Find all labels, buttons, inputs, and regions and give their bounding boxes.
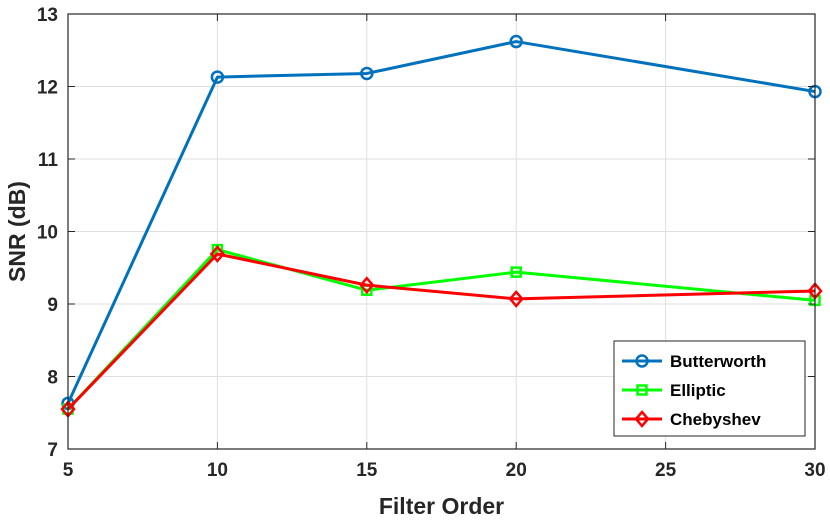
y-tick-label: 12 xyxy=(37,78,58,99)
legend-label-butterworth: Butterworth xyxy=(670,352,766,371)
x-tick-label: 30 xyxy=(804,460,825,481)
x-tick-label: 10 xyxy=(207,460,228,481)
legend: Butterworth Elliptic Chebyshev xyxy=(613,340,806,437)
data-point-elliptic xyxy=(510,266,522,278)
data-point-butterworth xyxy=(509,34,523,49)
y-tick-label: 13 xyxy=(37,5,58,26)
legend-marker-butterworth xyxy=(635,354,649,368)
grid-lines xyxy=(68,14,815,449)
data-point-chebyshev xyxy=(359,276,375,295)
data-point-chebyshev xyxy=(209,245,226,263)
legend-marker-chebyshev xyxy=(634,410,650,428)
y-tick-label: 10 xyxy=(37,223,58,244)
x-axis-label: Filter Order xyxy=(379,493,504,519)
x-tick-label: 20 xyxy=(506,460,527,481)
legend-label-chebyshev: Chebyshev xyxy=(670,410,761,429)
y-tick-label: 7 xyxy=(47,440,58,461)
x-tick-label: 5 xyxy=(63,460,74,481)
data-point-butterworth xyxy=(210,70,225,84)
axis-ticks: 5 10 15 20 25 30 7 8 9 10 11 12 13 xyxy=(37,5,826,481)
data-point-chebyshev xyxy=(508,290,524,308)
x-tick-label: 25 xyxy=(655,460,677,481)
y-tick-label: 9 xyxy=(47,295,58,316)
legend-marker-elliptic xyxy=(636,384,648,396)
y-tick-label: 11 xyxy=(38,150,59,171)
data-point-butterworth xyxy=(360,66,374,81)
x-tick-label: 15 xyxy=(356,460,378,481)
legend-label-elliptic: Elliptic xyxy=(670,381,726,400)
y-tick-label: 8 xyxy=(47,368,58,389)
y-axis-label: SNR (dB) xyxy=(4,181,30,282)
series-line-butterworth xyxy=(66,40,816,404)
series-line-chebyshev xyxy=(66,252,816,411)
series-line-elliptic xyxy=(66,248,816,411)
